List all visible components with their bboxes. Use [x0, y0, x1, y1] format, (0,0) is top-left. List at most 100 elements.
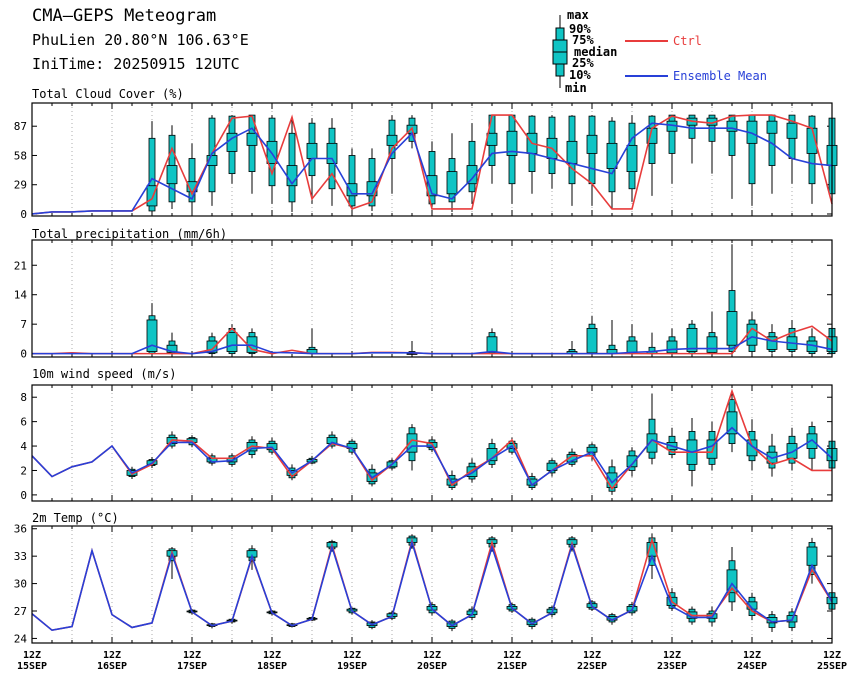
- x-tick-label-hour: 12Z: [343, 650, 361, 661]
- box-plot: [626, 447, 638, 477]
- box-inner: [726, 569, 738, 594]
- y-tick-label: 24: [14, 632, 28, 645]
- x-tick-label-hour: 12Z: [583, 650, 601, 661]
- x-tick-label-hour: 12Z: [23, 650, 41, 661]
- box-plot: [346, 148, 358, 212]
- box-plot: [766, 114, 778, 194]
- box-inner: [306, 142, 318, 159]
- x-tick-label-date: 23SEP: [657, 661, 687, 672]
- ctrl-line: [31, 114, 833, 215]
- box-inner: [506, 130, 518, 156]
- y-tick-label: 33: [14, 550, 27, 563]
- chart-title: CMA—GEPS Meteogram: [32, 6, 217, 26]
- box-inner: [226, 332, 238, 352]
- x-tick-label-date: 19SEP: [337, 661, 367, 672]
- box-outer: [688, 114, 696, 139]
- y-tick-label: 2: [20, 464, 27, 477]
- panel-title: 2m Temp (°C): [32, 511, 119, 525]
- box-plot: [806, 537, 818, 584]
- box-outer: [188, 158, 196, 203]
- box-plot: [606, 117, 618, 209]
- box-inner: [726, 311, 738, 346]
- box-plot: [666, 114, 678, 184]
- box-plot: [286, 118, 298, 212]
- legend-ctrl-label: Ctrl: [673, 34, 702, 48]
- x-tick-label-hour: 12Z: [183, 650, 201, 661]
- panel-title: Total precipitation (mm/6h): [32, 227, 227, 241]
- box-plot: [646, 393, 658, 465]
- box-plot: [706, 311, 718, 355]
- y-tick-label: 0: [20, 208, 27, 221]
- box-plot: [726, 393, 738, 453]
- panel-frame: [31, 525, 833, 644]
- panel-title: 10m wind speed (m/s): [32, 367, 177, 381]
- legend-label-25: 25%: [572, 56, 594, 70]
- x-tick-label-hour: 12Z: [663, 650, 681, 661]
- box-outer: [728, 114, 736, 156]
- box-inner: [146, 319, 158, 352]
- y-tick-label: 36: [14, 523, 27, 536]
- box-inner: [206, 340, 218, 354]
- box-plot: [546, 458, 558, 477]
- y-tick-label: 6: [20, 416, 27, 429]
- panel-title: Total Cloud Cover (%): [32, 87, 184, 101]
- box-inner: [466, 165, 478, 185]
- box-inner: [606, 142, 618, 169]
- y-tick-label: 29: [14, 179, 27, 192]
- box-outer: [668, 114, 676, 154]
- panel-frame: [31, 239, 833, 358]
- x-tick-label-hour: 12Z: [503, 650, 521, 661]
- box-plot: [466, 123, 478, 204]
- legend-label-75: 75%: [572, 33, 594, 47]
- box-inner: [246, 132, 258, 146]
- box-plot: [806, 328, 818, 355]
- y-tick-label: 14: [14, 289, 28, 302]
- x-tick-label-hour: 12Z: [263, 650, 281, 661]
- x-tick-label-date: 20SEP: [417, 661, 447, 672]
- legend-label-min: min: [565, 81, 587, 95]
- box-plot: [786, 319, 798, 354]
- box-plot: [726, 244, 738, 354]
- box-plot: [566, 341, 578, 355]
- box-plot: [166, 332, 178, 355]
- box-plot: [686, 114, 698, 164]
- box-inner: [586, 134, 598, 154]
- panel-3: 10m wind speed (m/s) 0 2 4 6 8: [20, 367, 838, 502]
- box-inner: [466, 466, 478, 477]
- box-outer: [148, 137, 156, 212]
- box-inner: [166, 344, 178, 353]
- x-tick-label-hour: 12Z: [743, 650, 761, 661]
- box-plot: [566, 115, 578, 206]
- box-plot: [786, 114, 798, 184]
- box-plot: [426, 141, 438, 209]
- box-inner: [166, 165, 178, 185]
- x-tick-label-date: 25SEP: [817, 661, 847, 672]
- box-inner: [446, 171, 458, 195]
- box-inner: [626, 455, 638, 468]
- box-plot: [586, 115, 598, 206]
- panel-4: 2m Temp (°C) 24 27 30 33 36: [14, 511, 838, 645]
- y-tick-label: 58: [14, 149, 27, 162]
- box-inner: [806, 546, 818, 566]
- y-tick-label: 4: [20, 440, 27, 453]
- panel-2: Total precipitation (mm/6h) 0 7 14 21: [14, 227, 838, 361]
- box-plot: [446, 133, 458, 212]
- station-location: PhuLien 20.80°N 106.63°E: [32, 31, 249, 49]
- box-plot: [486, 438, 498, 469]
- box-inner: [626, 340, 638, 353]
- y-tick-label: 7: [20, 318, 27, 331]
- box-inner: [346, 183, 358, 197]
- legend-label-90: 90%: [569, 22, 591, 36]
- box-plot: [486, 114, 498, 184]
- x-tick-label-hour: 12Z: [423, 650, 441, 661]
- ensemble-mean-line: [31, 539, 833, 632]
- box-inner: [806, 433, 818, 449]
- x-axis-labels: 12Z15SEP12Z16SEP12Z17SEP12Z18SEP12Z19SEP…: [17, 650, 847, 672]
- y-tick-label: 8: [20, 391, 27, 404]
- y-tick-label: 0: [20, 348, 27, 361]
- box-plot: [626, 115, 638, 202]
- init-time: IniTime: 20250915 12UTC: [32, 55, 240, 73]
- box-plot: [486, 328, 498, 355]
